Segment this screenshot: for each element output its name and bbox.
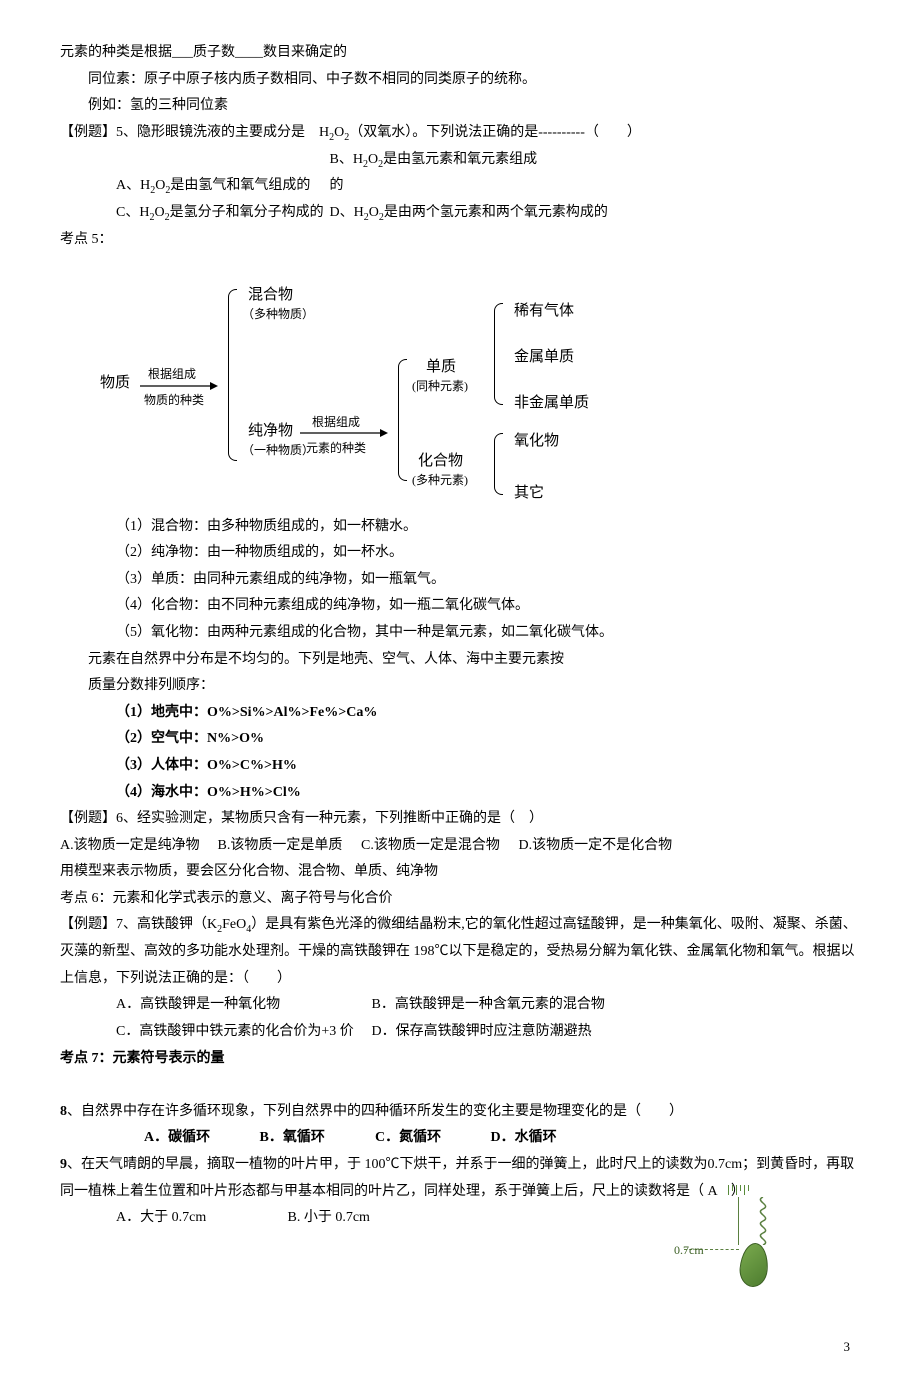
ex6-opts: A.该物质一定是纯净物 B.该物质一定是单质 C.该物质一定是混合物 D.该物质… <box>60 833 860 860</box>
ex6-b: B.该物质一定是单质 <box>218 833 358 860</box>
dist-2: （2）空气中：N%>O% <box>60 726 860 753</box>
def-3: （3）单质：由同种元素组成的纯净物，如一瓶氧气。 <box>60 567 860 594</box>
q8-b: B．氧循环 <box>260 1125 372 1152</box>
arrow-pure-over: 根据组成 <box>312 411 360 434</box>
opt-d-pre: D、H <box>330 205 364 220</box>
node-element-sub: (同种元素) <box>412 375 468 398</box>
dist-1: （1）地壳中：O%>Si%>Al%>Fe%>Ca% <box>60 700 860 727</box>
node-compound-sub: (多种元素) <box>412 469 468 492</box>
brace-3 <box>494 303 503 405</box>
dist-intro: 元素在自然界中分布是不均匀的。下列是地壳、空气、人体、海中主要元素按 <box>60 647 860 674</box>
node-metal: 金属单质 <box>514 343 574 372</box>
ex5-row2: C、H2O2是氢分子和氧分子构成的 D、H2O2是由两个氢元素和两个氧元素构成的 <box>60 200 860 227</box>
page-number: 3 <box>60 1335 860 1360</box>
def-4: （4）化合物：由不同种元素组成的纯净物，如一瓶二氧化碳气体。 <box>60 593 860 620</box>
opt-a-mid: O <box>155 178 165 193</box>
q9-a: A．大于 0.7cm <box>116 1205 284 1232</box>
opt-a-txt: 是由氢气和氧气组成的 <box>170 178 310 193</box>
q9-num: 9 <box>60 1157 67 1172</box>
opt-d-mid: O <box>369 205 379 220</box>
ex7-opta: A．高铁酸钾是一种氧化物 <box>116 992 368 1019</box>
def-5: （5）氧化物：由两种元素组成的化合物，其中一种是氧元素，如二氧化碳气体。 <box>60 620 860 647</box>
ex6-extra: 用模型来表示物质，要会区分化合物、混合物、单质、纯净物 <box>60 859 860 886</box>
node-rare-gas: 稀有气体 <box>514 297 574 326</box>
element-type-line: 元素的种类是根据___质子数____数目来确定的 <box>60 40 860 67</box>
spring-icon <box>754 1197 772 1245</box>
opt-b-pre: B、H <box>330 152 363 167</box>
opt-b-mid: O <box>368 152 378 167</box>
leaf-icon <box>738 1242 770 1288</box>
ex6-d: D.该物质一定不是化合物 <box>519 833 673 860</box>
q8-num: 8 <box>60 1104 67 1119</box>
kp5-title: 考点 5： <box>60 227 860 254</box>
opt-d-txt: 是由两个氢元素和两个氧元素构成的 <box>384 205 608 220</box>
node-pure-sub: （一种物质） <box>242 439 314 462</box>
arrow-label-under: 物质的种类 <box>144 389 204 412</box>
ruler-icon <box>728 1185 750 1197</box>
isotope-example: 例如：氢的三种同位素 <box>60 93 860 120</box>
ex7-a: 【例题】7、高铁酸钾（K <box>60 917 217 932</box>
ex7-stem: 【例题】7、高铁酸钾（K2FeO4）是具有紫色光泽的微细结晶粉末,它的氧化性超过… <box>60 912 860 992</box>
q9-b: B. 小于 0.7cm <box>288 1205 370 1232</box>
dist-3: （3）人体中：O%>C%>H% <box>60 753 860 780</box>
q8-opts: A．碳循环 B．氧循环 C．氮循环 D．水循环 <box>60 1125 860 1152</box>
def-2: （2）纯净物：由一种物质组成的，如一杯水。 <box>60 540 860 567</box>
node-other: 其它 <box>514 479 544 508</box>
q8-d: D．水循环 <box>491 1125 557 1152</box>
leaf-spring-figure: 0.7cm <box>680 1185 800 1305</box>
node-mixture-sub: （多种物质） <box>242 303 314 326</box>
isotope-def: 同位素：原子中原子核内质子数相同、中子数不相同的同类原子的统称。 <box>60 67 860 94</box>
ex6-a: A.该物质一定是纯净物 <box>60 833 214 860</box>
opt-c-pre: C、H <box>116 205 149 220</box>
node-nonmetal: 非金属单质 <box>514 389 589 418</box>
opt-c-txt: 是氢分子和氧分子构成的 <box>170 205 324 220</box>
ex7-optb: B．高铁酸钾是一种含氧元素的混合物 <box>372 992 605 1019</box>
node-matter: 物质 <box>100 369 130 398</box>
node-oxide: 氧化物 <box>514 427 559 456</box>
kp6-title: 考点 6：元素和化学式表示的意义、离子符号与化合价 <box>60 886 860 913</box>
ex5-text-b: （双氧水）。下列说法正确的是----------（ ） <box>349 125 641 140</box>
ex6-c: C.该物质一定是混合物 <box>361 833 515 860</box>
ex7-optc: C．高铁酸钾中铁元素的化合价为+3 价 <box>116 1019 368 1046</box>
label-07cm: 0.7cm <box>674 1239 704 1262</box>
dist-intro2: 质量分数排列顺序： <box>60 673 860 700</box>
ex7-r2: C．高铁酸钾中铁元素的化合价为+3 价 D．保存高铁酸钾时应注意防潮避热 <box>60 1019 860 1046</box>
brace-1 <box>228 289 237 461</box>
q8-text: 、自然界中存在许多循环现象，下列自然界中的四种循环所发生的变化主要是物理变化的是… <box>67 1104 683 1119</box>
opt-a-pre: A、H <box>116 178 150 193</box>
ex7-r1: A．高铁酸钾是一种氧化物 B．高铁酸钾是一种含氧元素的混合物 <box>60 992 860 1019</box>
brace-2 <box>398 359 407 481</box>
ex7-optd: D．保存高铁酸钾时应注意防潮避热 <box>372 1019 592 1046</box>
ex6-stem: 【例题】6、经实验测定，某物质只含有一种元素，下列推断中正确的是（ ） <box>60 806 860 833</box>
q8-c: C．氮循环 <box>375 1125 487 1152</box>
brace-4 <box>494 433 503 495</box>
ex5-text-mid: O <box>334 125 344 140</box>
q8-a: A．碳循环 <box>144 1125 256 1152</box>
q8-stem: 8、自然界中存在许多循环现象，下列自然界中的四种循环所发生的变化主要是物理变化的… <box>60 1099 860 1126</box>
arrow-pure-under: 元素的种类 <box>306 437 366 460</box>
ex5-row1: A、H2O2是由氢气和氧气组成的 B、H2O2是由氢元素和氧元素组成的 <box>60 147 860 201</box>
stem-line <box>738 1197 739 1245</box>
ex5-text-a: 【例题】5、隐形眼镜洗液的主要成分是 H <box>60 125 329 140</box>
ex7-b: FeO <box>222 917 246 932</box>
classification-diagram: 物质 根据组成 物质的种类 混合物 （多种物质） 纯净物 （一种物质） 根据组成… <box>100 269 860 499</box>
example5-stem: 【例题】5、隐形眼镜洗液的主要成分是 H2O2（双氧水）。下列说法正确的是---… <box>60 120 860 147</box>
def-1: （1）混合物：由多种物质组成的，如一杯糖水。 <box>60 514 860 541</box>
dist-4: （4）海水中：O%>H%>Cl% <box>60 780 860 807</box>
kp7-title: 考点 7：元素符号表示的量 <box>60 1046 860 1073</box>
opt-c-mid: O <box>154 205 164 220</box>
arrow-label-over: 根据组成 <box>148 363 196 386</box>
